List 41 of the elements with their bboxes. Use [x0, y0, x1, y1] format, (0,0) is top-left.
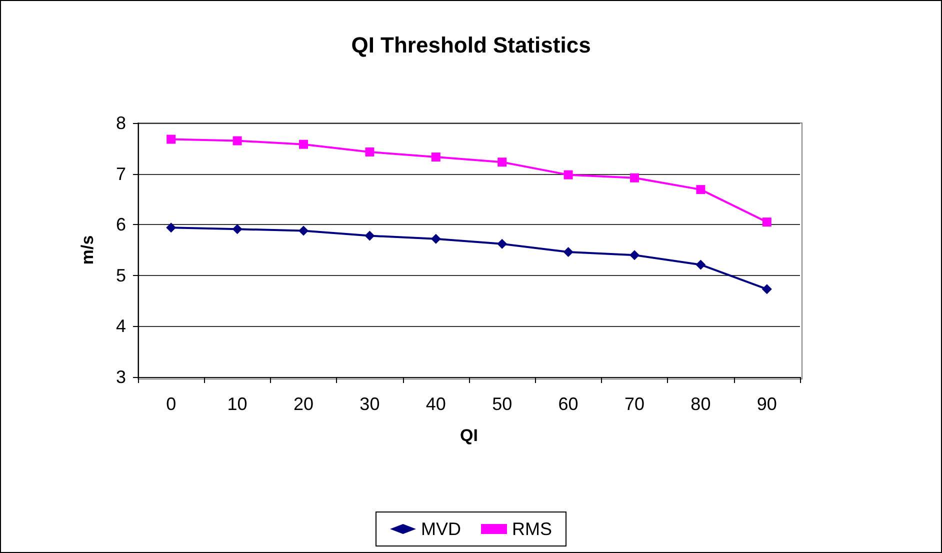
x-tick-label: 50: [492, 394, 512, 414]
y-tick-label: 5: [116, 265, 126, 286]
point: [232, 136, 242, 146]
x-tick-label: 90: [756, 394, 777, 414]
legend-label: RMS: [512, 519, 552, 539]
x-tick-label: 80: [690, 394, 711, 414]
point: [497, 238, 508, 249]
point: [762, 218, 772, 227]
x-tick-label: 70: [624, 394, 645, 414]
point: [431, 152, 440, 162]
y-tick-label: 8: [116, 113, 126, 133]
y-axis-title: m/s: [78, 235, 97, 265]
point: [299, 140, 308, 149]
point: [232, 224, 242, 234]
x-axis-title: QI: [460, 426, 478, 445]
y-tick-label: 7: [116, 164, 126, 184]
x-tick-label: 30: [360, 394, 380, 414]
point: [762, 284, 772, 294]
point: [696, 185, 706, 194]
point: [430, 234, 441, 244]
x-tick-label: 20: [293, 394, 314, 414]
point: [365, 147, 374, 156]
point: [298, 226, 308, 236]
point: [630, 250, 640, 260]
y-tick-label: 6: [116, 214, 126, 235]
point: [498, 158, 507, 167]
x-tick-label: 0: [166, 394, 176, 414]
y-tick-label: 4: [116, 316, 126, 336]
point: [563, 247, 574, 258]
x-tick-label: 60: [558, 394, 578, 414]
x-tick-label: 40: [426, 394, 446, 414]
point: [364, 230, 375, 241]
point: [166, 222, 176, 233]
point: [564, 170, 573, 180]
y-tick-label: 3: [116, 367, 126, 387]
x-tick-label: 10: [227, 394, 248, 414]
point: [696, 260, 706, 270]
chart-title: QI Threshold Statistics: [351, 32, 591, 58]
point: [630, 173, 639, 182]
legend-label: MVD: [421, 519, 461, 539]
point: [166, 134, 176, 144]
